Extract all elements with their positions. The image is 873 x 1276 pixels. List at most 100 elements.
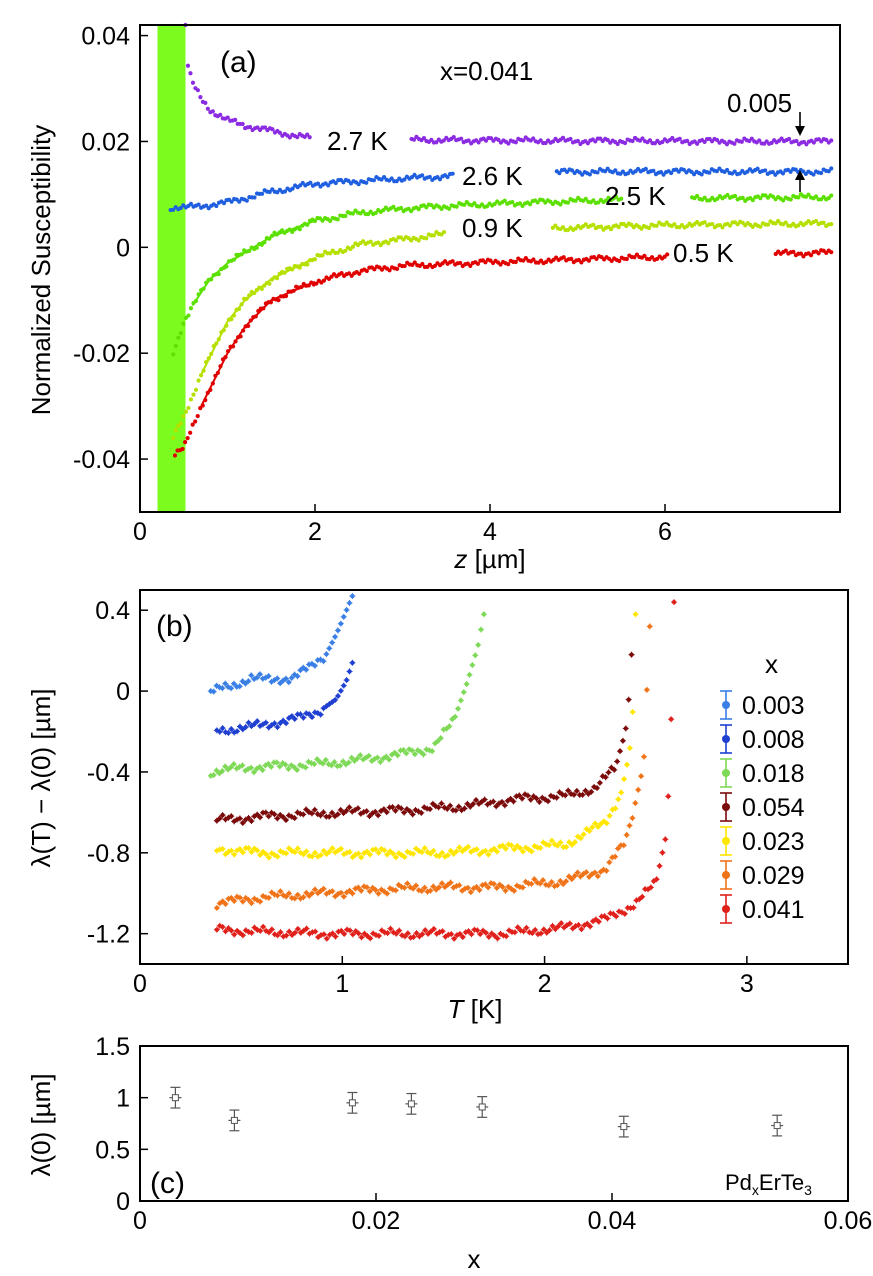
panel-b-ylabel: λ(T) − λ(0) [µm] — [26, 689, 56, 868]
data-point — [376, 240, 381, 245]
data-point — [431, 233, 437, 238]
data-point — [598, 224, 604, 229]
data-point — [330, 889, 335, 894]
data-point — [606, 770, 611, 775]
data-point — [658, 170, 664, 175]
data-point — [732, 193, 738, 199]
data-point — [468, 263, 473, 268]
x-tick-label: 6 — [658, 518, 672, 546]
data-point — [412, 751, 418, 757]
data-point — [255, 848, 260, 853]
data-point — [266, 814, 271, 819]
data-point — [666, 794, 671, 799]
data-point — [226, 730, 231, 736]
marker — [230, 1116, 238, 1124]
data-point — [229, 848, 234, 853]
data-point — [587, 828, 592, 834]
data-point — [804, 142, 809, 147]
data-point — [312, 887, 318, 892]
data-point — [737, 171, 742, 176]
data-point — [783, 220, 788, 225]
data-point — [595, 170, 600, 175]
series-label-0-9K: 0.9 K — [462, 213, 523, 243]
data-point — [347, 849, 352, 855]
legend-entry: 0.003 — [742, 692, 805, 720]
data-point — [826, 195, 831, 201]
data-point — [545, 799, 551, 804]
data-point — [178, 331, 183, 336]
data-point — [226, 925, 231, 931]
data-point — [330, 846, 335, 851]
data-point — [190, 422, 195, 427]
data-point — [647, 138, 653, 143]
data-point — [307, 893, 312, 899]
data-point — [524, 925, 529, 931]
data-point — [185, 63, 191, 68]
data-point — [813, 194, 819, 199]
data-point — [328, 251, 333, 256]
data-point — [549, 879, 554, 885]
data-point — [416, 238, 421, 243]
data-point — [341, 614, 346, 620]
data-point — [321, 810, 326, 815]
data-point — [587, 924, 593, 929]
data-point — [402, 854, 407, 860]
data-point — [237, 846, 243, 852]
data-point — [786, 136, 792, 142]
data-point — [384, 891, 390, 896]
data-point — [672, 222, 677, 227]
data-point — [295, 673, 300, 679]
y-tick-label: -1.2 — [87, 921, 130, 949]
series-label-2-6K: 2.6 K — [462, 161, 523, 191]
data-point — [350, 854, 355, 860]
data-point — [344, 677, 349, 683]
data-point — [702, 139, 707, 145]
data-point — [477, 931, 483, 937]
data-point — [569, 256, 574, 261]
data-point — [229, 199, 234, 204]
shaded-region — [157, 25, 186, 512]
data-point — [198, 406, 203, 411]
data-point — [214, 905, 220, 911]
data-point — [324, 936, 330, 941]
data-point — [481, 612, 487, 617]
data-point — [556, 924, 561, 929]
data-point — [771, 1114, 784, 1137]
data-point — [347, 600, 352, 606]
data-point — [591, 222, 596, 227]
data-point — [499, 799, 505, 805]
legend-title: x — [765, 649, 778, 679]
data-point — [437, 853, 442, 859]
data-point — [383, 754, 389, 759]
data-point — [603, 198, 609, 203]
data-point — [367, 852, 373, 857]
panel-a-xlabel: z [µm] — [453, 544, 525, 574]
data-point — [676, 169, 681, 174]
data-point — [267, 189, 272, 195]
data-point — [304, 926, 309, 931]
data-point — [262, 125, 268, 130]
data-point — [699, 172, 704, 177]
data-point — [214, 203, 219, 209]
data-point — [395, 266, 400, 271]
data-point — [188, 397, 194, 402]
data-point — [173, 343, 178, 348]
data-point — [465, 844, 471, 850]
series-x-0-023 — [213, 611, 639, 861]
data-point — [373, 210, 378, 216]
data-point — [228, 1109, 241, 1132]
marker — [171, 1094, 179, 1102]
data-point — [641, 754, 647, 759]
data-point — [205, 106, 210, 111]
data-point — [511, 888, 517, 894]
data-point — [503, 846, 508, 851]
data-point — [254, 675, 260, 680]
data-point — [318, 852, 324, 858]
data-point — [670, 135, 675, 141]
data-point — [513, 140, 518, 145]
data-point — [234, 729, 240, 734]
data-point — [283, 851, 289, 856]
data-point — [357, 271, 362, 276]
data-point — [373, 809, 378, 815]
data-point — [178, 421, 183, 426]
